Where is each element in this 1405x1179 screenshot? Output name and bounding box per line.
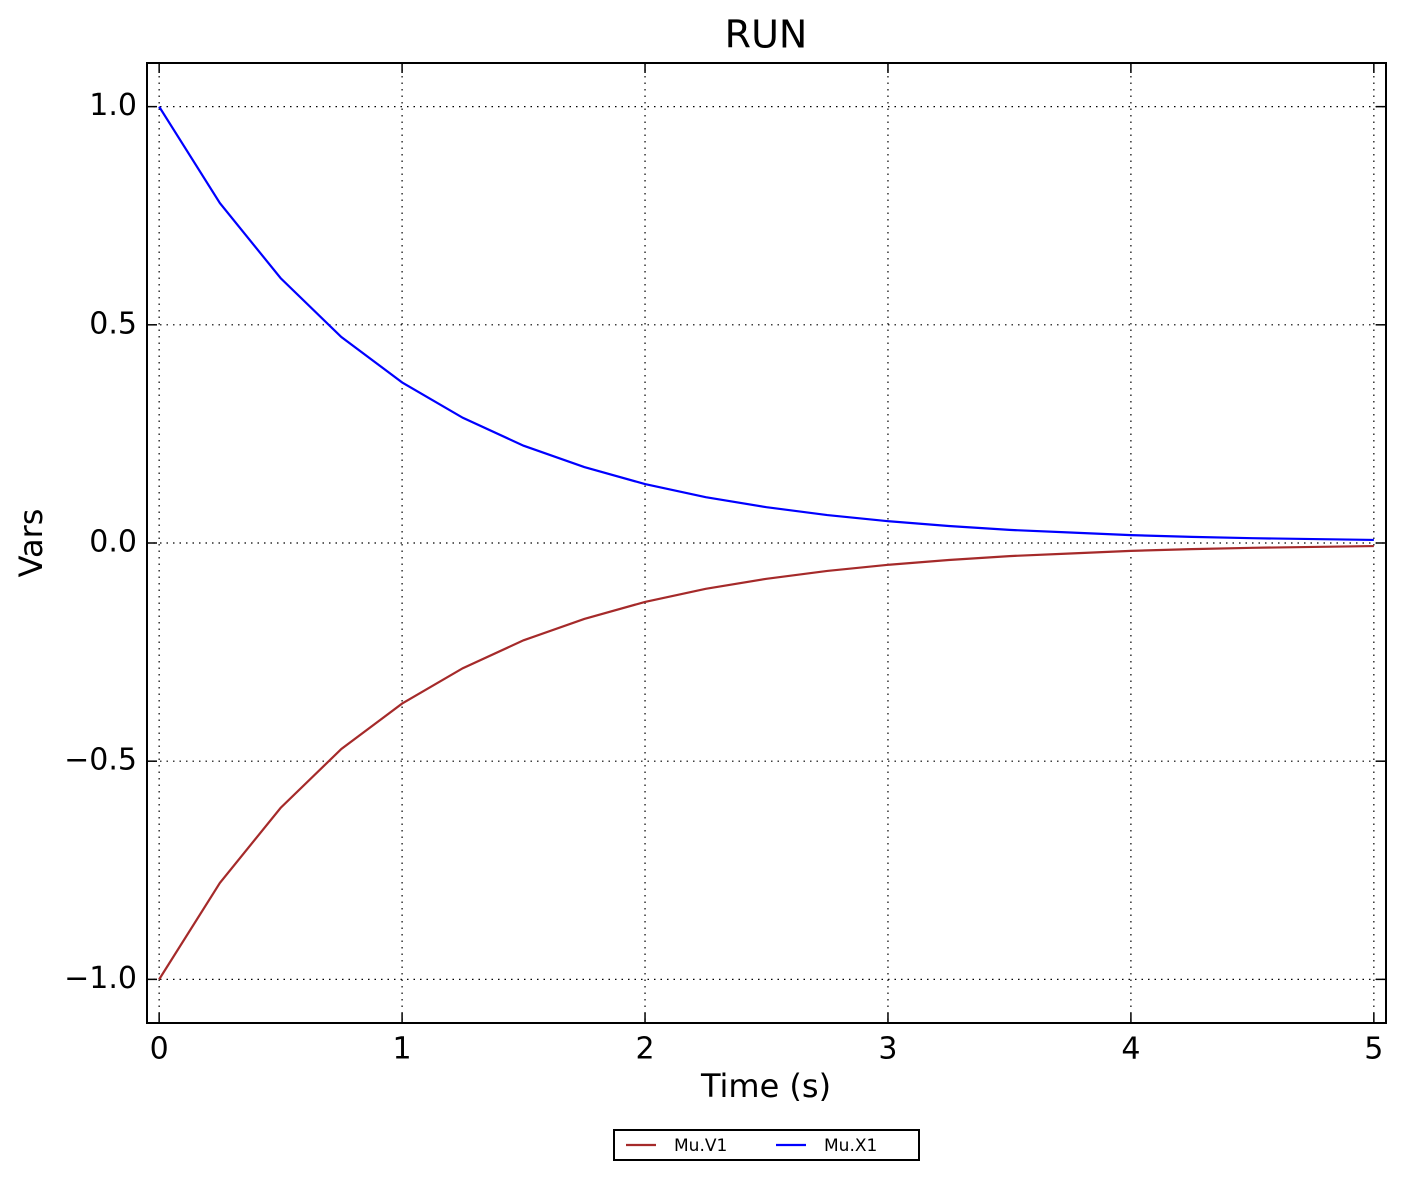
x-tick-label: 5 <box>1364 1032 1383 1067</box>
x-axis-label: Time (s) <box>700 1067 831 1105</box>
y-tick-label: −0.5 <box>64 743 137 778</box>
x-tick-label: 3 <box>878 1032 897 1067</box>
plot-frame <box>146 62 1387 1024</box>
line-series <box>158 544 1374 980</box>
y-tick-label: −1.0 <box>64 961 137 996</box>
legend-label: Mu.X1 <box>824 1136 877 1156</box>
y-axis-label: Vars <box>12 509 50 578</box>
y-tick-label: 0.0 <box>89 525 137 560</box>
line-series <box>158 106 1374 542</box>
y-tick-label: 1.0 <box>89 88 137 123</box>
chart-title: RUN <box>725 13 808 57</box>
x-tick-label: 4 <box>1121 1032 1140 1067</box>
legend-label: Mu.V1 <box>674 1136 727 1156</box>
x-tick-label: 0 <box>150 1032 169 1067</box>
x-tick-label: 2 <box>635 1032 654 1067</box>
legend-box <box>613 1129 920 1161</box>
y-tick-label: 0.5 <box>89 306 137 341</box>
x-tick-label: 1 <box>393 1032 412 1067</box>
